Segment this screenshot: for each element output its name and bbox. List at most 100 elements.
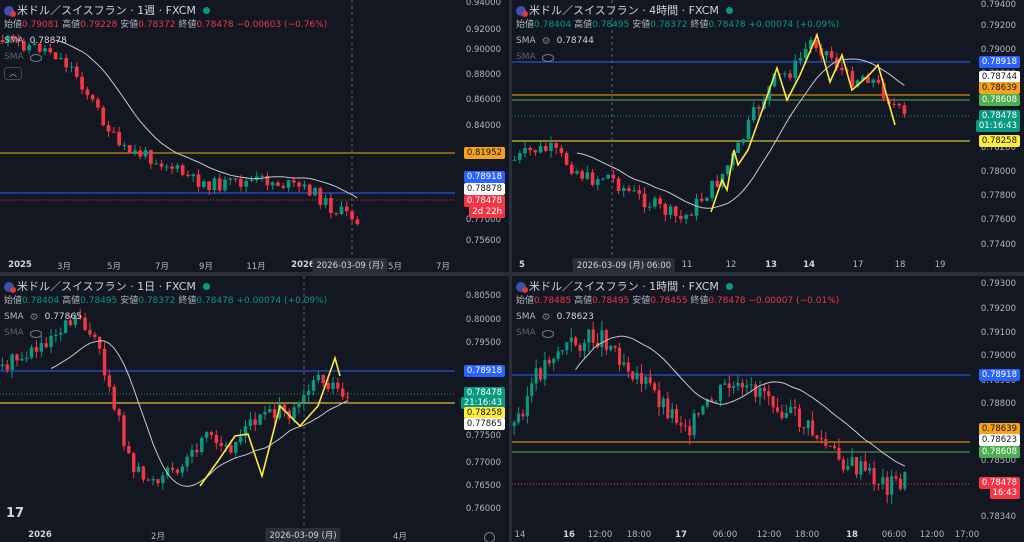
- weekly-ohlc: 始値0.79081 高値0.79228 安値0.78372 終値0.78478 …: [4, 20, 328, 30]
- price-tick: 0.86000: [465, 95, 501, 105]
- price-label: 0.77865: [463, 418, 505, 430]
- candle: [291, 180, 296, 183]
- h4-title[interactable]: 米ドル／スイスフラン · 4時間 · FXCM: [529, 4, 719, 17]
- candle: [533, 150, 538, 153]
- candle: [112, 386, 116, 410]
- h1-title[interactable]: 米ドル／スイスフラン · 1時間 · FXCM: [529, 280, 719, 293]
- candle: [97, 336, 102, 349]
- candle: [64, 58, 69, 68]
- daily-candles[interactable]: [0, 276, 509, 542]
- candle: [127, 145, 132, 153]
- candle: [846, 465, 850, 470]
- candle: [637, 190, 642, 194]
- candle: [34, 347, 39, 352]
- vertical-pane-divider[interactable]: [509, 0, 512, 542]
- price-label: 0.78258: [463, 407, 505, 419]
- candle: [339, 206, 344, 215]
- candle: [107, 375, 112, 387]
- candle: [824, 51, 829, 56]
- collapse-legend-button[interactable]: ︿: [4, 67, 22, 80]
- h4-sma-hidden[interactable]: SMA: [516, 51, 839, 64]
- candle: [117, 131, 121, 146]
- sma-line: [55, 39, 358, 199]
- weekly-title[interactable]: 米ドル／スイスフラン · 1週 · FXCM: [17, 4, 196, 17]
- candle: [642, 193, 647, 208]
- h1-candles[interactable]: [512, 276, 1024, 542]
- weekly-sma-legend[interactable]: SMA 0.78878: [4, 36, 67, 46]
- candle: [143, 150, 148, 157]
- h4-sma-legend[interactable]: SMA ⚙ 0.78744: [516, 36, 594, 47]
- candle: [714, 401, 718, 403]
- candle: [688, 426, 692, 436]
- weekly-sma-hidden[interactable]: SMA: [4, 51, 327, 64]
- candle: [666, 398, 670, 419]
- price-label: 21:16:43: [460, 397, 505, 409]
- candle: [191, 174, 196, 177]
- settings-icon[interactable]: ⚙: [29, 312, 39, 323]
- chart-panel-weekly[interactable]: 米ドル／スイスフラン · 1週 · FXCM 始値0.79081 高値0.792…: [0, 0, 509, 272]
- weekly-price-axis[interactable]: 0.94000 0.92000 0.90000 0.88000 0.86000 0.840…: [455, 0, 509, 272]
- chart-panel-daily[interactable]: 米ドル／スイスフラン · 1日 · FXCM 始値0.78404 高値0.784…: [0, 276, 509, 542]
- candle: [329, 198, 333, 213]
- daily-price-axis[interactable]: 0.80500 0.80000 0.79500 0.77500 0.77000 0.765…: [455, 276, 509, 542]
- candle: [903, 471, 907, 489]
- horizontal-pane-divider[interactable]: [0, 272, 1024, 276]
- h1-sma-hidden[interactable]: SMA: [516, 327, 839, 340]
- candle: [797, 408, 802, 428]
- candle: [6, 35, 10, 42]
- time-tick: 5月: [107, 262, 121, 272]
- wave-pattern: [710, 32, 896, 213]
- candle: [528, 147, 533, 151]
- hide-eye-icon[interactable]: [29, 329, 42, 338]
- h4-price-axis[interactable]: 0.794000.792000.790000.788000.786000.784…: [970, 0, 1024, 272]
- price-label: 0.78918: [463, 171, 505, 183]
- candle: [49, 336, 53, 348]
- candle: [609, 345, 613, 350]
- candle: [897, 103, 902, 106]
- weekly-time-axis[interactable]: 20253月5月7月9月11月20263月5月7月2026-03-09 (月): [0, 258, 455, 272]
- h1-sma-legend[interactable]: SMA ⚙ 0.78623: [516, 312, 594, 323]
- candle: [855, 80, 860, 87]
- h4-time-axis[interactable]: 5 11 12 13 14 17 18 19 2026-03-09 (月) 06:00: [512, 258, 970, 272]
- price-tick: 0.78000: [980, 167, 1016, 177]
- chart-panel-1h[interactable]: 米ドル／スイスフラン · 1時間 · FXCM 始値0.78485 高値0.78…: [512, 276, 1024, 542]
- hide-eye-icon[interactable]: [541, 53, 554, 62]
- chart-panel-4h[interactable]: 米ドル／スイスフラン · 4時間 · FXCM 始値0.78404 高値0.78…: [512, 0, 1024, 272]
- candle: [25, 357, 29, 359]
- candle: [138, 150, 143, 157]
- hide-eye-icon[interactable]: [29, 53, 42, 62]
- weekly-candles[interactable]: [0, 0, 509, 272]
- h1-time-axis[interactable]: 14 16 12:00 18:00 17 06:00 12:00 18:00 18 06:00 12…: [512, 528, 980, 542]
- price-tick: 0.80500: [465, 291, 501, 301]
- daily-sma-legend[interactable]: SMA ⚙ 0.77865: [4, 312, 82, 323]
- candle: [90, 95, 95, 100]
- candle: [841, 459, 845, 470]
- candle: [512, 422, 516, 426]
- price-tick: 0.79000: [980, 351, 1016, 361]
- time-tick: 12: [725, 260, 737, 270]
- daily-title[interactable]: 米ドル／スイスフラン · 1日 · FXCM: [17, 280, 196, 293]
- candle: [793, 60, 798, 78]
- candle: [68, 320, 73, 325]
- candle: [894, 476, 898, 479]
- settings-icon[interactable]: ⚙: [541, 312, 551, 323]
- candle: [543, 145, 548, 151]
- candle: [868, 467, 872, 471]
- h4-candles[interactable]: [512, 0, 1024, 272]
- timezone-clock-icon[interactable]: [484, 532, 495, 542]
- h1-price-axis[interactable]: 0.79300 0.79200 0.79100 0.79000 0.78900 0.788…: [970, 276, 1024, 542]
- price-tick: 0.77000: [465, 458, 501, 468]
- daily-time-axis[interactable]: 2026 2月 4月 2026-03-09 (月): [0, 528, 455, 542]
- daily-sma-hidden[interactable]: SMA: [4, 327, 327, 340]
- candle: [204, 432, 209, 438]
- tradingview-logo-icon[interactable]: 17: [6, 506, 25, 521]
- candle: [228, 178, 233, 180]
- candle: [683, 425, 687, 427]
- price-label: 0.78478: [463, 387, 505, 399]
- hide-eye-icon[interactable]: [541, 329, 554, 338]
- candle: [595, 179, 600, 185]
- price-tick: 0.79400: [980, 0, 1016, 10]
- settings-icon[interactable]: ⚙: [541, 36, 551, 47]
- candle: [336, 382, 340, 389]
- candle: [837, 447, 841, 460]
